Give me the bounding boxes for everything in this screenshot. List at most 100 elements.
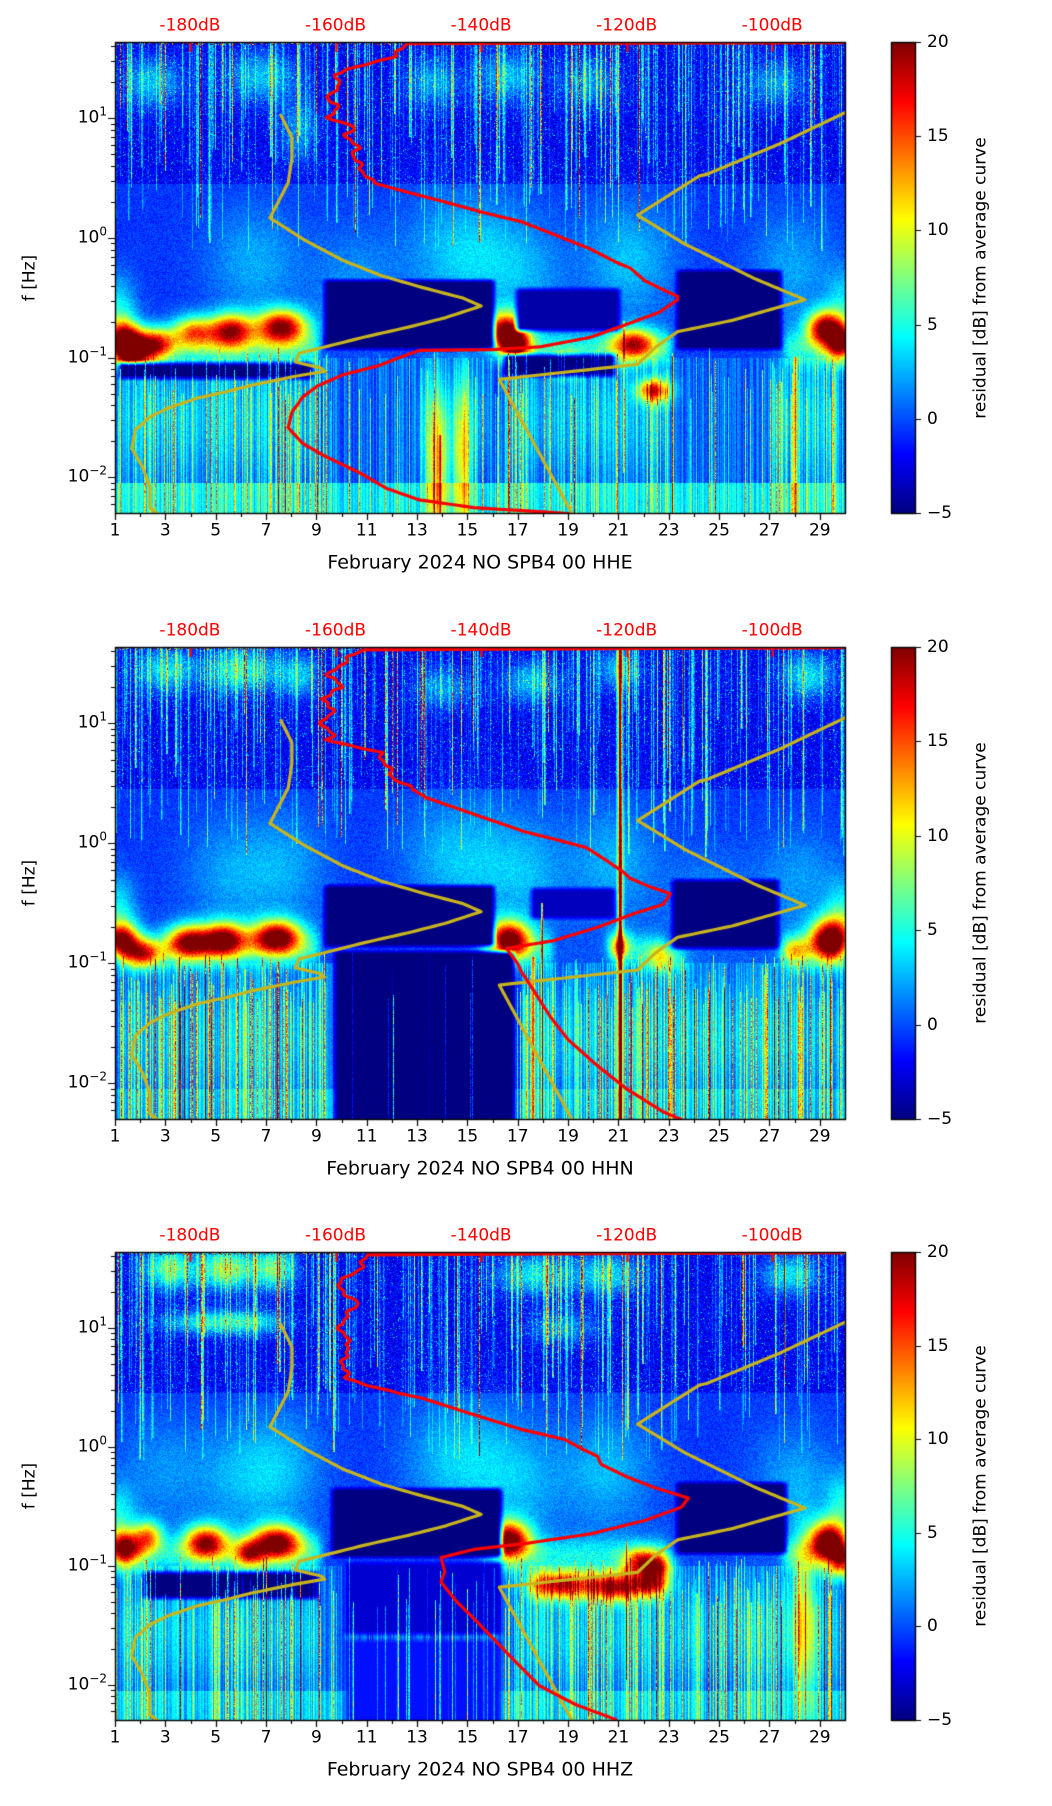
y-tick-label: 101 [77,1314,107,1338]
x-tick-label: 23 [657,1126,680,1147]
colorbar-tick-label: 0 [927,408,938,429]
colorbar-tick-label: 5 [927,314,938,335]
x-tick-label: 11 [355,520,378,541]
top-axis-tick-label: -160dB [304,1225,367,1246]
x-tick-label: 29 [808,520,831,541]
x-tick-label: 19 [557,1727,579,1748]
top-axis-tick-label: -160dB [304,15,367,36]
colorbar-tick-label: 0 [927,1014,938,1035]
colorbar-tick-label: 20 [927,32,949,52]
colorbar-label-hhz: residual [dB] from average curve [970,1345,991,1627]
colorbar-tick-label: 10 [927,1429,949,1450]
y-tick-label: 10−2 [67,464,107,487]
x-tick-label: 25 [708,520,730,541]
y-axis-label-hhn: f [Hz] [19,859,40,907]
top-axis-tick-label: -180dB [159,620,221,641]
top-axis-tick-label: -140dB [450,1225,512,1246]
x-tick-label: 13 [406,1126,428,1147]
y-tick-label: 101 [77,104,107,128]
colorbar-tick-label: 10 [927,825,949,846]
top-axis-tick-label: -180dB [159,15,221,36]
x-tick-label: 23 [657,1727,680,1748]
panel-title-hhn: February 2024 NO SPB4 00 HHN [326,1157,634,1180]
x-tick-label: 27 [758,1727,781,1748]
y-tick-label: 10−1 [67,950,107,973]
y-tick-label: 100 [77,830,107,853]
x-tick-label: 1 [109,1126,121,1147]
x-tick-label: 21 [607,1126,630,1147]
colorbar-tick-label: 15 [927,731,949,752]
top-axis-tick-label: -140dB [450,15,512,36]
top-axis-tick-label: -120dB [596,15,658,36]
top-axis-tick-label: -100dB [741,15,803,36]
x-tick-label: 25 [708,1126,730,1147]
y-axis-label-hhz: f [Hz] [19,1462,40,1510]
x-tick-label: 17 [506,520,529,541]
x-tick-label: 5 [210,1727,222,1748]
y-tick-label: 10−1 [67,1552,107,1576]
top-axis-tick-label: -160dB [304,620,367,641]
top-axis-tick-label: -100dB [741,1225,803,1246]
colorbar-tick-label: −5 [927,1710,953,1730]
x-tick-label: 13 [406,520,428,541]
x-tick-label: 1 [109,1727,121,1748]
x-tick-label: 29 [808,1126,831,1147]
top-axis-tick-label: -120dB [596,620,658,641]
x-tick-label: 9 [310,1126,322,1147]
x-tick-label: 15 [456,1727,479,1748]
y-tick-label: 10−1 [67,344,107,368]
x-tick-label: 29 [808,1727,831,1748]
x-tick-label: 15 [456,520,479,541]
x-tick-label: 7 [260,520,272,541]
x-tick-label: 3 [159,1727,171,1748]
panel-title-hhe: February 2024 NO SPB4 00 HHE [327,551,633,574]
x-tick-label: 11 [355,1727,378,1748]
colorbar-tick-label: 15 [927,1335,949,1356]
x-tick-label: 11 [355,1126,378,1147]
colorbar-tick-label: 5 [927,920,938,941]
panel-title-hhz: February 2024 NO SPB4 00 HHZ [326,1758,634,1781]
x-tick-label: 13 [406,1727,428,1748]
y-tick-label: 10−2 [67,1671,107,1695]
y-tick-label: 101 [77,710,107,733]
colorbar-tick-label: 10 [927,220,949,241]
x-tick-label: 21 [607,520,630,541]
x-tick-label: 17 [506,1126,529,1147]
top-axis-tick-label: -100dB [741,620,803,641]
x-tick-label: 9 [310,1727,322,1748]
x-tick-label: 23 [657,520,680,541]
x-tick-label: 9 [310,520,322,541]
x-tick-label: 5 [210,1126,222,1147]
colorbar-tick-label: −5 [927,1109,953,1129]
x-tick-label: 21 [607,1727,630,1748]
top-axis-tick-label: -120dB [596,1225,658,1246]
y-axis-label-hhe: f [Hz] [19,254,40,301]
y-tick-label: 100 [77,1433,107,1457]
x-tick-label: 15 [456,1126,479,1147]
colorbar-label-hhn: residual [dB] from average curve [970,742,991,1024]
x-tick-label: 7 [260,1727,272,1748]
x-tick-label: 19 [557,520,579,541]
colorbar-tick-label: 20 [927,637,949,657]
x-tick-label: 1 [109,520,121,541]
x-tick-label: 17 [506,1727,529,1748]
x-tick-label: 25 [708,1727,730,1748]
y-tick-label: 100 [77,224,107,248]
colorbar-tick-label: −5 [927,503,953,523]
y-tick-label: 10−2 [67,1070,107,1093]
colorbar-label-hhe: residual [dB] from average curve [970,136,991,419]
x-tick-label: 5 [210,520,222,541]
top-axis-tick-label: -140dB [450,620,512,641]
colorbar-tick-label: 5 [927,1522,938,1543]
x-tick-label: 27 [758,520,781,541]
x-tick-label: 7 [260,1126,272,1147]
x-tick-label: 3 [159,520,171,541]
colorbar-tick-label: 15 [927,126,949,147]
x-tick-label: 19 [557,1126,579,1147]
colorbar-tick-label: 20 [927,1242,949,1262]
colorbar-tick-label: 0 [927,1616,938,1637]
top-axis-tick-label: -180dB [159,1225,221,1246]
x-tick-label: 27 [758,1126,781,1147]
